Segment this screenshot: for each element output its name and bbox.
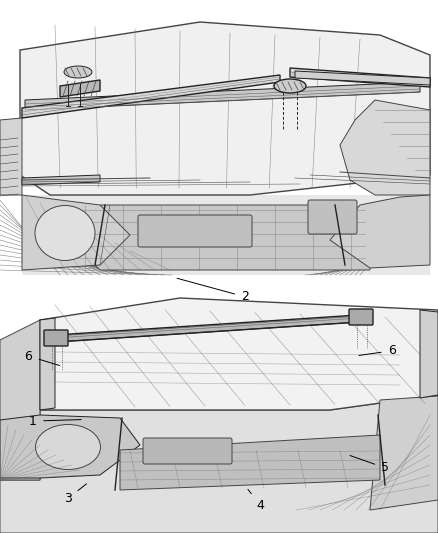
Text: 3: 3 — [64, 484, 86, 505]
Polygon shape — [40, 318, 55, 410]
Polygon shape — [0, 415, 140, 478]
Ellipse shape — [274, 79, 306, 93]
Polygon shape — [20, 22, 430, 195]
Polygon shape — [290, 68, 430, 87]
Polygon shape — [22, 75, 280, 118]
Polygon shape — [370, 396, 438, 510]
Text: 4: 4 — [248, 489, 265, 512]
Polygon shape — [25, 82, 420, 110]
Polygon shape — [40, 298, 438, 410]
Polygon shape — [22, 195, 430, 275]
Text: 1: 1 — [29, 415, 81, 427]
Text: 2: 2 — [177, 278, 249, 303]
Polygon shape — [120, 435, 380, 490]
Ellipse shape — [64, 66, 92, 78]
Polygon shape — [295, 71, 430, 85]
FancyBboxPatch shape — [143, 438, 232, 464]
Polygon shape — [0, 118, 22, 195]
Polygon shape — [60, 80, 100, 97]
Ellipse shape — [35, 424, 100, 470]
Polygon shape — [22, 175, 100, 185]
Text: 6: 6 — [359, 344, 396, 357]
FancyBboxPatch shape — [308, 200, 357, 234]
FancyBboxPatch shape — [138, 215, 252, 247]
Polygon shape — [55, 315, 360, 342]
Ellipse shape — [35, 206, 95, 261]
Text: 5: 5 — [350, 456, 389, 474]
Polygon shape — [0, 395, 438, 533]
Polygon shape — [22, 195, 130, 270]
FancyBboxPatch shape — [44, 330, 68, 346]
Polygon shape — [420, 310, 438, 398]
Text: 6: 6 — [25, 350, 60, 366]
FancyBboxPatch shape — [349, 309, 373, 325]
Polygon shape — [340, 100, 430, 195]
Polygon shape — [70, 205, 370, 270]
Polygon shape — [0, 320, 40, 480]
Polygon shape — [330, 195, 430, 268]
